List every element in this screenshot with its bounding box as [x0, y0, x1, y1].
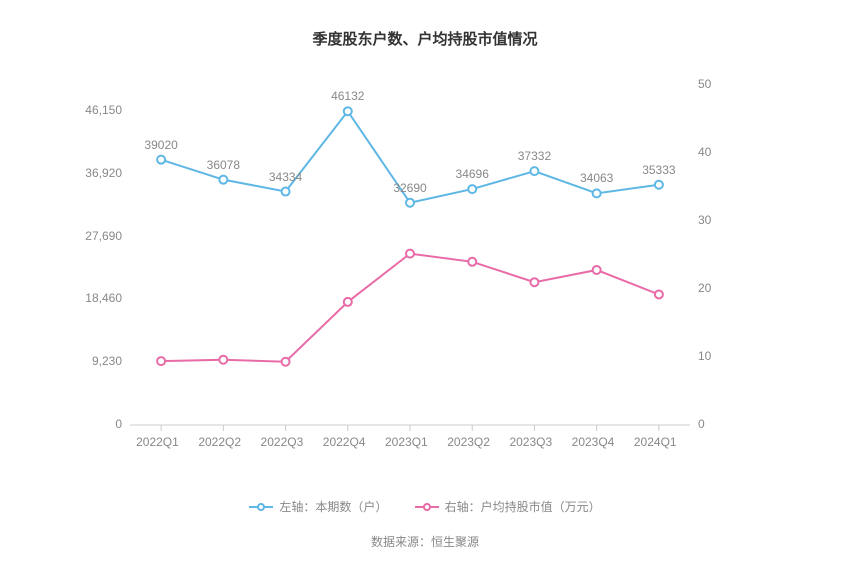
series1-data-label: 35333 [642, 163, 675, 177]
y1-tick-label: 46,150 [85, 103, 122, 117]
legend-item-series1: 左轴：本期数（户） [249, 498, 387, 515]
x-tick-label: 2024Q1 [634, 435, 677, 449]
data-source: 数据来源：恒生聚源 [0, 533, 850, 550]
legend: 左轴：本期数（户） 右轴：户均持股市值（万元） [0, 498, 850, 515]
y1-tick-label: 9,230 [92, 354, 122, 368]
x-tick-label: 2022Q2 [198, 435, 241, 449]
series1-data-label: 32690 [393, 181, 426, 195]
series1-data-label: 34696 [456, 167, 489, 181]
series1-data-label: 36078 [207, 158, 240, 172]
y2-tick-label: 10 [698, 349, 711, 363]
y2-tick-label: 40 [698, 145, 711, 159]
x-tick-label: 2023Q2 [447, 435, 490, 449]
legend-item-series2: 右轴：户均持股市值（万元） [415, 498, 601, 515]
x-tick-label: 2022Q1 [136, 435, 179, 449]
legend-label-1: 左轴：本期数（户） [279, 498, 387, 515]
series1-data-label: 34063 [580, 171, 613, 185]
y2-tick-label: 50 [698, 77, 711, 91]
y2-tick-label: 30 [698, 213, 711, 227]
y1-tick-label: 36,920 [85, 166, 122, 180]
legend-marker-1 [249, 502, 273, 512]
y2-tick-label: 20 [698, 281, 711, 295]
x-tick-label: 2023Q1 [385, 435, 428, 449]
y1-tick-label: 0 [115, 417, 122, 431]
chart-container: 季度股东户数、户均持股市值情况 2022Q12022Q22022Q32022Q4… [0, 0, 850, 575]
x-tick-label: 2022Q3 [261, 435, 304, 449]
x-tick-label: 2022Q4 [323, 435, 366, 449]
y2-tick-label: 0 [698, 417, 705, 431]
legend-label-2: 右轴：户均持股市值（万元） [445, 498, 601, 515]
y1-tick-label: 18,460 [85, 291, 122, 305]
x-tick-label: 2023Q4 [572, 435, 615, 449]
series1-data-label: 37332 [518, 149, 551, 163]
y1-tick-label: 27,690 [85, 229, 122, 243]
series1-data-label: 34334 [269, 170, 302, 184]
chart-plot [0, 0, 850, 575]
x-tick-label: 2023Q3 [509, 435, 552, 449]
series1-data-label: 39020 [144, 138, 177, 152]
series1-data-label: 46132 [331, 89, 364, 103]
legend-marker-2 [415, 502, 439, 512]
